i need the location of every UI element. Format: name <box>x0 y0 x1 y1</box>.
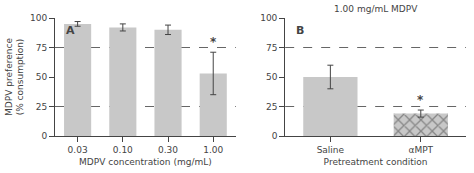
svg-text:*: * <box>417 93 424 107</box>
svg-text:B: B <box>296 24 304 37</box>
svg-text:MDPV concentration (mg/mL): MDPV concentration (mg/mL) <box>79 157 212 167</box>
svg-text:Saline: Saline <box>317 145 345 155</box>
svg-text:0: 0 <box>272 131 278 141</box>
svg-text:0.03: 0.03 <box>68 145 88 155</box>
svg-text:25: 25 <box>36 102 47 112</box>
svg-text:1.00: 1.00 <box>203 145 223 155</box>
svg-text:100: 100 <box>30 13 47 23</box>
svg-text:*: * <box>210 35 217 49</box>
svg-text:0: 0 <box>41 131 47 141</box>
svg-text:0.30: 0.30 <box>158 145 178 155</box>
svg-text:MDPV preference(% consumption): MDPV preference(% consumption) <box>4 38 26 116</box>
svg-text:A: A <box>66 24 75 37</box>
svg-text:αMPT: αMPT <box>408 145 433 155</box>
svg-text:50: 50 <box>266 72 278 82</box>
svg-text:1.00 mg/mL MDPV: 1.00 mg/mL MDPV <box>334 4 418 14</box>
svg-text:75: 75 <box>266 43 277 53</box>
svg-text:100: 100 <box>260 13 277 23</box>
svg-text:25: 25 <box>266 102 277 112</box>
svg-text:0.10: 0.10 <box>113 145 133 155</box>
svg-text:50: 50 <box>36 72 48 82</box>
svg-text:75: 75 <box>36 43 47 53</box>
svg-text:Pretreatment condition: Pretreatment condition <box>324 157 428 167</box>
